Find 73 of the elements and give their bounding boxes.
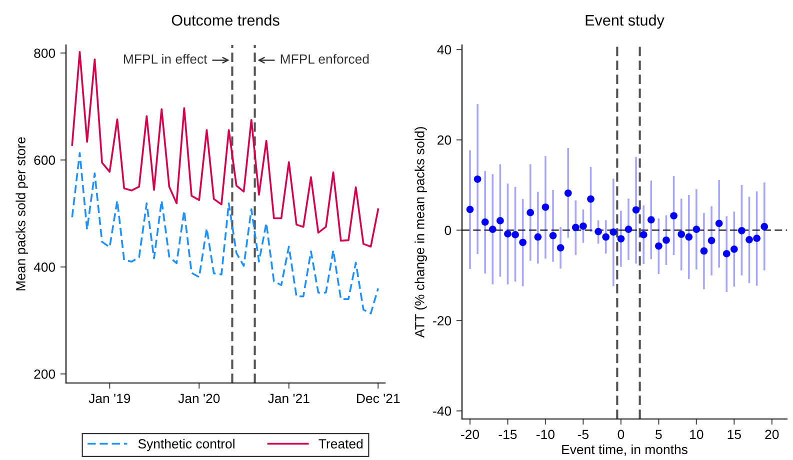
legend-label: Synthetic control bbox=[138, 438, 234, 452]
line-series bbox=[71, 152, 380, 314]
line-series bbox=[71, 51, 380, 248]
point bbox=[564, 189, 572, 197]
x-tick-label: 5 bbox=[656, 430, 662, 440]
point bbox=[466, 206, 474, 214]
point bbox=[700, 247, 708, 255]
y-tick-label: 20 bbox=[438, 135, 452, 145]
point bbox=[519, 238, 527, 246]
point bbox=[708, 236, 716, 244]
x-tick-label: Jan '19 bbox=[88, 394, 130, 404]
ref-line-label: MFPL in effect bbox=[124, 54, 208, 64]
point bbox=[678, 230, 686, 238]
chart-title: Event study bbox=[586, 14, 664, 29]
point bbox=[572, 224, 580, 232]
point bbox=[594, 228, 602, 236]
x-tick-label: -10 bbox=[536, 430, 554, 440]
y-tick-label: 0 bbox=[444, 226, 452, 236]
point bbox=[526, 208, 534, 216]
point bbox=[655, 242, 662, 250]
point bbox=[617, 235, 625, 242]
point bbox=[624, 226, 632, 233]
point bbox=[662, 236, 670, 244]
y-tick-label: 600 bbox=[34, 156, 56, 165]
point bbox=[587, 195, 594, 203]
x-tick-label: -5 bbox=[578, 430, 589, 440]
point bbox=[610, 228, 618, 236]
legend-label: Treated bbox=[318, 438, 363, 449]
y-tick-label: -40 bbox=[433, 406, 452, 416]
point bbox=[647, 216, 655, 224]
point bbox=[481, 218, 489, 226]
point bbox=[602, 233, 610, 241]
point bbox=[504, 230, 512, 238]
ref-line-label: MFPL enforced bbox=[280, 54, 369, 64]
point bbox=[746, 236, 753, 244]
point bbox=[722, 250, 730, 258]
point bbox=[549, 232, 557, 240]
y-axis-title: ATT (% change in mean packs sold) bbox=[414, 127, 427, 338]
x-tick-label: 10 bbox=[690, 430, 704, 440]
x-axis-title: Event time, in months bbox=[562, 444, 688, 456]
x-tick-label: Jan '20 bbox=[178, 394, 220, 404]
point bbox=[474, 175, 482, 183]
point bbox=[753, 234, 760, 242]
point bbox=[488, 226, 496, 233]
point bbox=[738, 226, 746, 234]
x-tick-label: -15 bbox=[498, 430, 517, 440]
x-tick-label: -20 bbox=[461, 430, 480, 440]
chart-title: Outcome trends bbox=[172, 14, 280, 26]
y-tick-label: 40 bbox=[437, 45, 452, 54]
x-tick-label: Dec '21 bbox=[357, 394, 400, 404]
x-tick-label: 20 bbox=[765, 430, 779, 440]
point bbox=[685, 233, 693, 241]
x-tick-label: Jan '21 bbox=[268, 394, 310, 404]
point bbox=[640, 231, 648, 238]
point bbox=[512, 231, 519, 238]
point bbox=[496, 217, 504, 224]
y-axis-title: Mean packs sold per store bbox=[16, 137, 28, 290]
point bbox=[542, 203, 550, 211]
point bbox=[730, 245, 738, 253]
point bbox=[632, 206, 640, 214]
point bbox=[556, 244, 564, 252]
point bbox=[715, 220, 723, 228]
point bbox=[760, 222, 768, 230]
point bbox=[534, 233, 542, 241]
y-tick-label: 400 bbox=[34, 262, 56, 272]
y-tick-label: 800 bbox=[34, 48, 56, 58]
point bbox=[670, 212, 678, 220]
x-tick-label: 0 bbox=[618, 430, 624, 440]
point bbox=[580, 222, 587, 230]
y-tick-label: -20 bbox=[433, 316, 452, 326]
y-tick-label: 200 bbox=[34, 369, 56, 379]
point bbox=[692, 226, 700, 233]
x-tick-label: 15 bbox=[728, 430, 741, 440]
